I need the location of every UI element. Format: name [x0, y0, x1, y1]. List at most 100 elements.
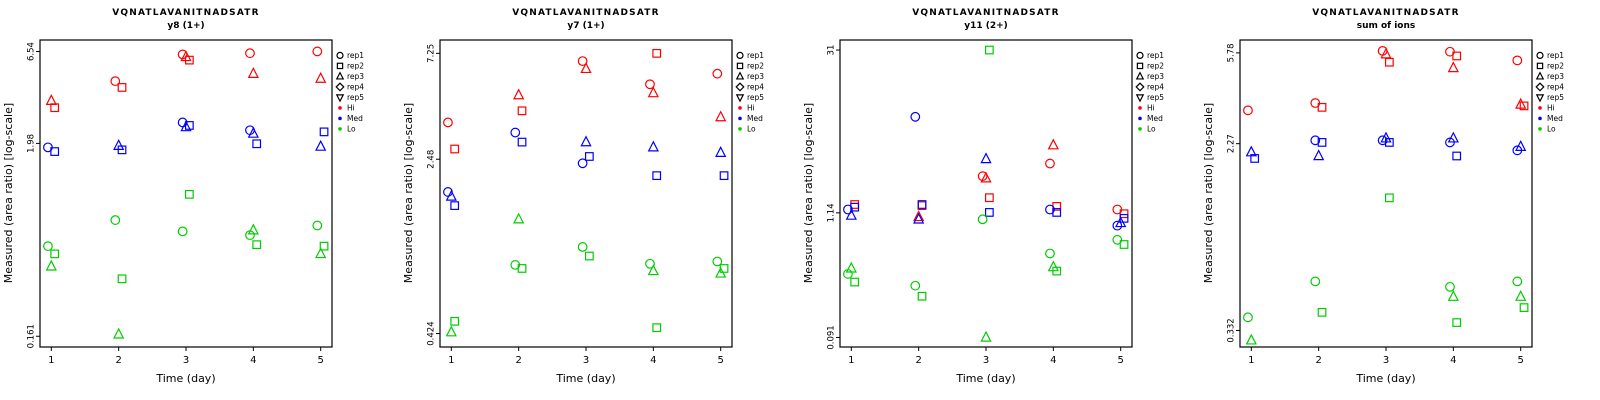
legend-label-med: Med	[747, 114, 763, 123]
data-point-lo-rep1	[1310, 276, 1321, 287]
legend-label-hi: Hi	[1547, 104, 1555, 113]
diamond-legend-icon	[1135, 82, 1145, 92]
data-point-hi-rep1	[1243, 105, 1253, 116]
data-point-lo-rep3	[647, 264, 659, 276]
data-point-med-rep3	[845, 208, 857, 220]
circle-legend-icon	[336, 51, 344, 60]
data-point-med-rep1	[245, 125, 255, 136]
triangle-down-legend-icon	[1135, 94, 1145, 103]
x-tick-label: 5	[1517, 355, 1523, 366]
data-point-med-rep1	[1377, 135, 1388, 146]
data-point-lo-rep2	[252, 240, 262, 250]
x-tick-label: 1	[848, 355, 854, 366]
data-point-med-rep2	[517, 137, 527, 147]
legend-label-rep2: rep2	[347, 62, 364, 71]
data-point-hi-rep2	[50, 103, 60, 113]
legend-label-rep2: rep2	[747, 62, 764, 71]
data-point-med-rep1	[1512, 145, 1523, 156]
legend-label-rep1: rep1	[1547, 51, 1564, 60]
data-point-med-rep2	[584, 152, 594, 161]
data-point-med-rep1	[1445, 137, 1455, 148]
x-tick-label: 3	[583, 355, 589, 366]
data-point-lo-rep2	[1119, 240, 1129, 249]
data-point-hi-rep2	[450, 144, 460, 154]
data-point-lo-rep1	[910, 280, 921, 291]
dot-legend-icon	[338, 106, 342, 110]
x-tick-label: 1	[48, 355, 54, 366]
panel-subtitle: y7 (1+)	[567, 21, 605, 31]
data-point-lo-rep3	[315, 247, 327, 259]
x-tick-label: 2	[1315, 355, 1321, 366]
panel-title: VQNATLAVANITNADSATR	[912, 8, 1060, 18]
data-point-hi-rep1	[577, 56, 588, 67]
diamond-legend-icon	[735, 82, 745, 92]
data-point-hi-rep1	[645, 79, 655, 90]
data-point-med-rep2	[50, 147, 60, 156]
y-tick-label: 6.54	[27, 42, 37, 61]
triangle-up-legend-icon	[335, 71, 345, 80]
y-tick-label: 0.424	[427, 321, 437, 345]
x-tick-label: 4	[1450, 355, 1456, 366]
data-point-hi-rep1	[245, 48, 255, 59]
data-point-med-rep2	[1384, 138, 1394, 147]
legend-label-rep4: rep4	[747, 83, 764, 92]
square-legend-icon	[336, 62, 344, 70]
legend-label-rep1: rep1	[1147, 51, 1164, 60]
data-point-med-rep3	[647, 140, 659, 152]
data-point-lo-rep1	[43, 241, 53, 252]
square-legend-icon	[1536, 62, 1544, 70]
x-axis-label: Time (day)	[156, 372, 216, 385]
data-point-med-rep3	[113, 139, 125, 151]
y-tick-label: 0.091	[827, 325, 837, 349]
data-point-lo-rep1	[843, 269, 853, 279]
data-point-hi-rep3	[580, 62, 592, 74]
x-tick-label: 2	[115, 355, 121, 366]
data-point-lo-rep2	[584, 251, 594, 261]
circle-legend-icon	[1136, 51, 1144, 60]
data-point-lo-rep2	[1452, 318, 1462, 327]
data-point-med-rep3	[980, 152, 992, 164]
data-point-med-rep2	[917, 200, 927, 209]
legend-label-rep4: rep4	[1147, 83, 1164, 92]
data-point-med-rep3	[180, 120, 192, 132]
panel-title: VQNATLAVANITNADSATR	[112, 8, 260, 18]
legend-label-hi: Hi	[1147, 104, 1155, 113]
data-point-lo-rep2	[1384, 193, 1394, 203]
data-point-lo-rep3	[1245, 333, 1257, 345]
data-point-hi-rep3	[1380, 47, 1392, 59]
y-tick-label: 2.27	[1227, 134, 1237, 153]
data-point-lo-rep2	[517, 264, 527, 273]
data-point-hi-rep3	[45, 94, 57, 105]
dot-legend-icon	[1138, 116, 1142, 121]
data-point-lo-rep2	[652, 323, 662, 333]
triangle-up-legend-icon	[1135, 71, 1145, 80]
circle-legend-icon	[736, 51, 744, 60]
legend-label-rep3: rep3	[747, 72, 764, 81]
legend-label-hi: Hi	[347, 104, 355, 113]
data-point-med-rep1	[1310, 135, 1321, 146]
y-tick-label: 7.25	[427, 44, 437, 63]
data-point-med-rep1	[843, 204, 853, 215]
data-point-med-rep2	[719, 171, 729, 181]
legend-label-rep2: rep2	[1147, 62, 1164, 71]
data-point-med-rep1	[577, 158, 588, 169]
data-point-lo-rep1	[1445, 281, 1455, 292]
data-point-lo-rep1	[1112, 234, 1123, 245]
legend-label-rep5: rep5	[1547, 93, 1564, 102]
y-tick-label: 0.161	[27, 324, 37, 348]
data-point-hi-rep1	[1512, 55, 1523, 66]
legend-label-lo: Lo	[347, 125, 356, 134]
x-tick-label: 3	[183, 355, 189, 366]
diamond-legend-icon	[335, 82, 345, 92]
data-point-med-rep2	[652, 171, 662, 181]
x-axis-label: Time (day)	[956, 372, 1016, 385]
data-point-med-rep2	[450, 201, 460, 210]
legend-label-lo: Lo	[1547, 125, 1556, 134]
data-point-hi-rep3	[715, 110, 727, 122]
data-point-hi-rep3	[513, 88, 525, 100]
